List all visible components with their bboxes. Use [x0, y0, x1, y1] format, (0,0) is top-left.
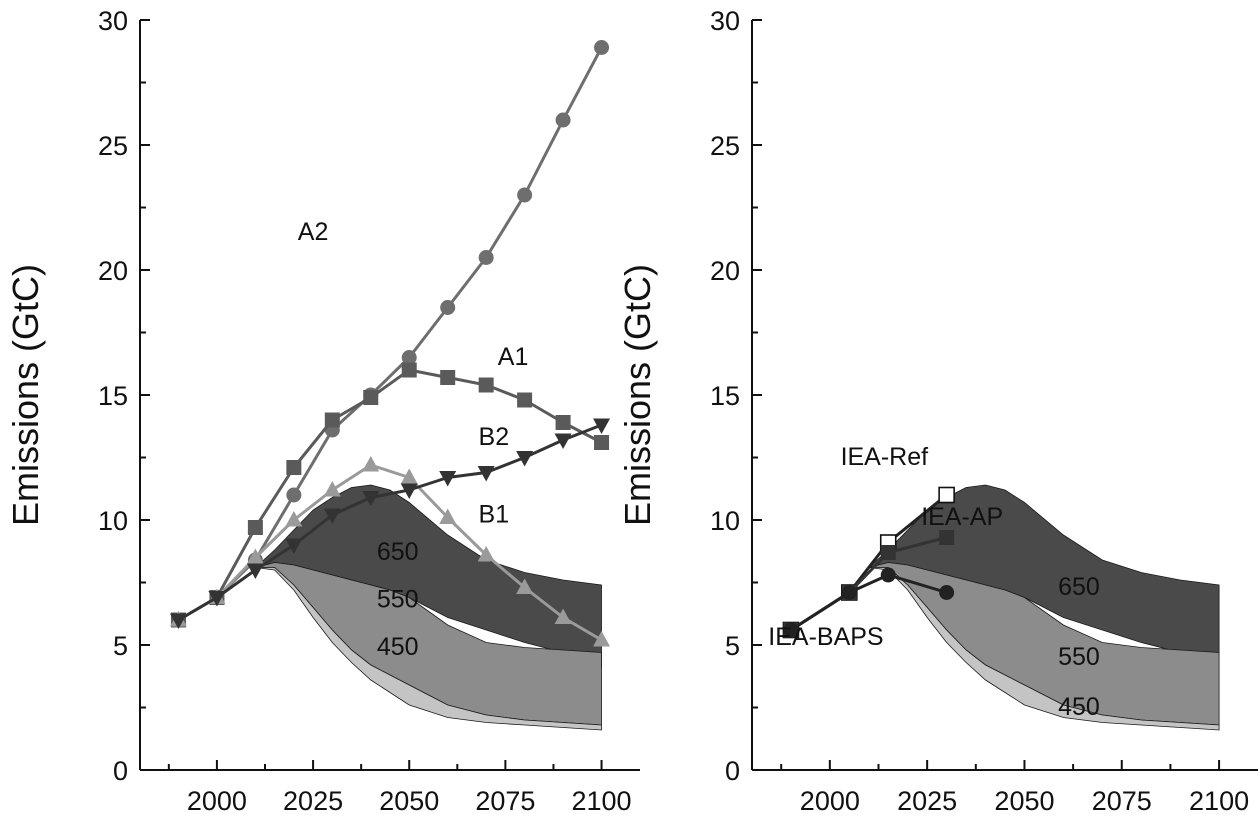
point-b2-2020	[285, 538, 303, 554]
point-b2-2100	[593, 418, 611, 434]
point-a1-2020	[286, 460, 302, 475]
x-tick-label-2000: 2000	[187, 786, 247, 816]
point-iea-baps-2030	[939, 585, 955, 600]
point-iea-baps-2005	[841, 585, 857, 600]
point-a2-2060	[440, 300, 456, 315]
x-tick-label-2025: 2025	[897, 786, 957, 816]
point-iea-ap-2030	[939, 530, 955, 545]
point-b1-2070	[477, 546, 495, 562]
point-b1-2060	[439, 508, 457, 524]
x-tick-label-2000: 2000	[800, 786, 860, 816]
band-label-650: 650	[1058, 573, 1100, 601]
x-tick-label-2025: 2025	[283, 786, 343, 816]
point-a1-2100	[594, 435, 610, 450]
y-axis-label: Emissions (GtC)	[617, 264, 658, 526]
band-label-550: 550	[1058, 643, 1100, 671]
point-a1-2030	[324, 412, 340, 428]
point-a2-2070	[478, 250, 494, 265]
point-b2-2060	[439, 471, 457, 487]
point-a1-2090	[555, 415, 571, 430]
point-b1-2030	[323, 481, 341, 497]
series-label-iea-ref: IEA-Ref	[841, 443, 929, 471]
point-iea-ref-2030	[938, 486, 955, 504]
point-b2-2010	[246, 563, 264, 579]
band-450	[255, 567, 602, 731]
y-tick-label-15: 15	[98, 381, 128, 411]
y-tick-label-0: 0	[725, 756, 740, 786]
point-b2-2080	[516, 451, 534, 467]
point-a2-2020	[286, 487, 302, 503]
band-label-450: 450	[1058, 693, 1100, 721]
x-tick-label-2075: 2075	[1092, 786, 1152, 816]
y-tick-label-10: 10	[98, 506, 128, 536]
band-label-550: 550	[377, 586, 419, 614]
point-a2-2100	[594, 40, 610, 55]
point-a1-2010	[247, 520, 263, 535]
point-b2-2000	[208, 591, 226, 607]
band-label-450: 450	[377, 633, 419, 661]
y-tick-label-15: 15	[710, 381, 740, 411]
series-label-b2: B2	[479, 423, 510, 451]
point-b2-2090	[554, 433, 572, 449]
band-label-650: 650	[377, 538, 419, 566]
point-b2-2040	[362, 491, 380, 507]
point-a2-2090	[555, 112, 571, 128]
point-a1-2050	[401, 362, 417, 378]
y-axis-label: Emissions (GtC)	[5, 264, 46, 526]
point-b1-2040	[362, 456, 380, 472]
series-label-b1: B1	[479, 501, 510, 529]
y-tick-label-10: 10	[710, 506, 740, 536]
point-iea-baps-1990	[783, 622, 799, 638]
series-label-a2: A2	[298, 218, 329, 246]
point-a2-2080	[517, 187, 533, 203]
point-b2-2070	[477, 466, 495, 482]
point-iea-baps-2015	[880, 567, 896, 583]
x-tick-label-2050: 2050	[994, 786, 1054, 816]
point-b1-2100	[593, 631, 611, 647]
point-a1-2060	[440, 370, 456, 385]
point-a1-2040	[363, 390, 379, 405]
point-b2-2030	[323, 508, 341, 524]
y-tick-label-25: 25	[98, 131, 128, 161]
point-b1-2020	[285, 511, 303, 527]
point-b1-2050	[400, 468, 418, 484]
point-a2-2050	[401, 350, 417, 365]
x-tick-label-2075: 2075	[475, 786, 535, 816]
series-label-iea-ap: IEA-AP	[921, 503, 1003, 531]
point-b1-2010	[246, 548, 264, 564]
point-b2-1990	[169, 613, 187, 629]
y-tick-label-25: 25	[710, 131, 740, 161]
series-label-iea-baps: IEA-BAPS	[768, 623, 883, 651]
band-450	[868, 567, 1220, 731]
series-label-a1: A1	[498, 343, 529, 371]
point-a1-2070	[478, 377, 494, 393]
point-b2-2050	[400, 483, 418, 499]
y-tick-label-5: 5	[725, 631, 740, 661]
x-tick-label-2100: 2100	[1189, 786, 1249, 816]
x-tick-label-2100: 2100	[571, 786, 631, 816]
y-tick-label-20: 20	[710, 256, 740, 286]
point-b1-2090	[554, 608, 572, 624]
point-iea-ap-2015	[880, 545, 896, 560]
y-tick-label-5: 5	[113, 631, 128, 661]
point-b1-2080	[516, 578, 534, 594]
x-tick-label-2050: 2050	[379, 786, 439, 816]
y-tick-label-0: 0	[113, 756, 128, 786]
y-tick-label-20: 20	[98, 256, 128, 286]
y-tick-label-30: 30	[98, 6, 128, 36]
series-line-iea-baps	[790, 573, 948, 632]
point-a1-2080	[517, 392, 533, 408]
y-tick-label-30: 30	[710, 6, 740, 36]
